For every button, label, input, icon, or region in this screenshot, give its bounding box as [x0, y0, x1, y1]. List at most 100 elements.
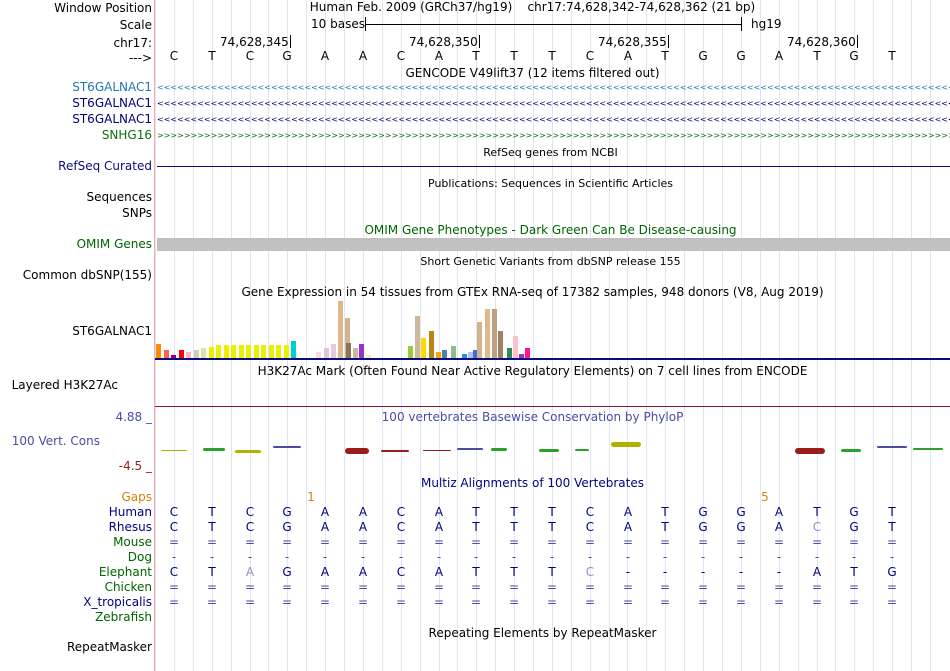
- gene-label-1[interactable]: ST6GALNAC1: [72, 80, 152, 94]
- gene-st6galnac1-3[interactable]: <<<<<<<<<<<<<<<<<<<<<<<<<<<<<<<<<<<<<<<<…: [157, 116, 950, 123]
- alignment-base-dog: -: [473, 550, 479, 564]
- gtex-bar[interactable]: [436, 352, 441, 358]
- alignment-base-elephant: T: [548, 565, 556, 579]
- gene-st6galnac1-1[interactable]: <<<<<<<<<<<<<<<<<<<<<<<<<<<<<<<<<<<<<<<<…: [157, 84, 950, 91]
- gtex-bar[interactable]: [346, 343, 351, 358]
- refseq-line[interactable]: [157, 166, 950, 167]
- gtex-bar[interactable]: [338, 301, 343, 358]
- gtex-bar[interactable]: [353, 348, 358, 358]
- gtex-bar[interactable]: [163, 349, 169, 358]
- alignment-base-rhesus: C: [245, 520, 255, 534]
- gtex-bar[interactable]: [429, 331, 434, 358]
- alignment-base-xtrop: =: [735, 595, 747, 609]
- gaps-label[interactable]: Gaps: [121, 490, 152, 504]
- gtex-bar[interactable]: [359, 344, 364, 358]
- alignment-base-dog: -: [814, 550, 820, 564]
- alignment-base-elephant: -: [700, 565, 706, 579]
- species-rhesus-label[interactable]: Rhesus: [108, 520, 152, 534]
- gtex-bar[interactable]: [268, 345, 274, 358]
- species-xtrop-label[interactable]: X_tropicalis: [83, 595, 152, 609]
- alignment-base-chicken: =: [886, 580, 898, 594]
- gtex-bar[interactable]: [507, 348, 512, 358]
- gtex-bar[interactable]: [324, 348, 329, 358]
- gene-label-3[interactable]: ST6GALNAC1: [72, 112, 152, 126]
- gtex-bar[interactable]: [525, 348, 530, 358]
- omim-label[interactable]: OMIM Genes: [76, 237, 152, 251]
- gtex-bar[interactable]: [485, 309, 490, 358]
- alignment-base-human: C: [245, 505, 255, 519]
- species-chicken-label[interactable]: Chicken: [104, 580, 152, 594]
- gtex-bar[interactable]: [442, 350, 447, 358]
- gtex-bar[interactable]: [498, 331, 503, 358]
- alignment-base-mouse: =: [168, 535, 180, 549]
- omim-bar[interactable]: [157, 238, 950, 251]
- species-zebrafish-label[interactable]: Zebrafish: [95, 610, 152, 624]
- gtex-bar[interactable]: [216, 345, 221, 358]
- gtex-bar[interactable]: [451, 346, 456, 358]
- gene-label-2[interactable]: ST6GALNAC1: [72, 96, 152, 110]
- gridline: [779, 0, 780, 671]
- species-elephant-label[interactable]: Elephant: [98, 565, 152, 579]
- gtex-bar[interactable]: [462, 354, 467, 358]
- h3k27ac-label[interactable]: Layered H3K27Ac: [11, 378, 118, 392]
- gtex-bar[interactable]: [477, 322, 482, 358]
- gtex-bar[interactable]: [345, 318, 350, 358]
- phylop-score-mark: [423, 450, 451, 451]
- gene-label-4[interactable]: SNHG16: [101, 128, 152, 142]
- gtex-bar[interactable]: [208, 346, 214, 358]
- dbsnp-label[interactable]: Common dbSNP(155): [22, 268, 152, 282]
- repeatmasker-label[interactable]: RepeatMasker: [66, 640, 152, 654]
- h3k27ac-line[interactable]: [155, 406, 950, 407]
- gtex-bar[interactable]: [231, 345, 236, 358]
- gridline: [741, 0, 742, 671]
- gtex-bar[interactable]: [253, 345, 259, 358]
- gtex-bar[interactable]: [415, 316, 420, 358]
- cons-label[interactable]: 100 Vert. Cons: [11, 434, 100, 448]
- gtex-bar[interactable]: [513, 336, 518, 358]
- gtex-bar[interactable]: [276, 345, 281, 358]
- gtex-bar-chart[interactable]: [155, 298, 950, 358]
- sequences-label[interactable]: Sequences: [86, 190, 152, 204]
- alignment-base-xtrop: =: [206, 595, 218, 609]
- gtex-bar[interactable]: [519, 354, 524, 358]
- alignment-base-rhesus: A: [358, 520, 368, 534]
- gtex-bar[interactable]: [408, 346, 413, 358]
- gtex-label[interactable]: ST6GALNAC1: [72, 324, 152, 338]
- scale-label: Scale: [119, 18, 152, 32]
- phylop-wiggle[interactable]: [155, 438, 950, 458]
- gtex-bar[interactable]: [193, 349, 199, 358]
- gtex-bar[interactable]: [316, 352, 321, 358]
- gtex-bar[interactable]: [223, 345, 229, 358]
- gtex-bar[interactable]: [468, 352, 473, 358]
- gtex-bar[interactable]: [473, 350, 478, 358]
- gtex-bar[interactable]: [283, 345, 289, 358]
- gtex-bar[interactable]: [261, 345, 266, 358]
- alignment-base-chicken: =: [433, 580, 445, 594]
- species-mouse-label[interactable]: Mouse: [113, 535, 152, 549]
- reference-base: A: [434, 49, 444, 63]
- gridline: [401, 0, 402, 671]
- gene-snhg16[interactable]: >>>>>>>>>>>>>>>>>>>>>>>>>>>>>>>>>>>>>>>>…: [157, 132, 950, 139]
- alignment-base-chicken: =: [244, 580, 256, 594]
- gtex-bar[interactable]: [156, 344, 161, 358]
- gtex-bar[interactable]: [171, 354, 176, 358]
- gtex-bar[interactable]: [246, 345, 251, 358]
- refseq-title: RefSeq genes from NCBI: [483, 146, 618, 159]
- gtex-bar[interactable]: [492, 309, 497, 358]
- gtex-bar[interactable]: [186, 352, 191, 358]
- gene-st6galnac1-2[interactable]: <<<<<<<<<<<<<<<<<<<<<<<<<<<<<<<<<<<<<<<<…: [157, 100, 950, 107]
- gtex-bar[interactable]: [178, 349, 184, 358]
- species-human-label[interactable]: Human: [108, 505, 152, 519]
- gtex-bar[interactable]: [331, 344, 336, 358]
- species-dog-label[interactable]: Dog: [127, 550, 152, 564]
- browser-track-area[interactable]: Human Feb. 2009 (GRCh37/hg19) chr17:74,6…: [155, 0, 950, 671]
- gtex-bar[interactable]: [366, 355, 371, 358]
- snps-label[interactable]: SNPs: [122, 206, 152, 220]
- gtex-bar[interactable]: [201, 347, 206, 358]
- alignment-base-rhesus: T: [661, 520, 669, 534]
- alignment-base-rhesus: A: [623, 520, 633, 534]
- gtex-bar[interactable]: [238, 345, 244, 358]
- gtex-bar[interactable]: [291, 340, 296, 358]
- gtex-bar[interactable]: [421, 338, 426, 358]
- refseq-label[interactable]: RefSeq Curated: [58, 159, 152, 173]
